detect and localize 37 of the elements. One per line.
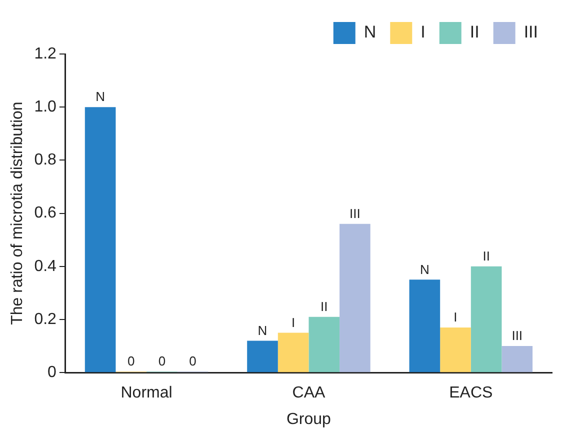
y-tick-label: 0.8 [34, 152, 57, 169]
data-label: N [420, 262, 430, 277]
bar [502, 346, 533, 372]
bar [308, 316, 340, 372]
bar [278, 332, 309, 372]
data-label: I [454, 310, 458, 325]
x-tick-label: CAA [292, 384, 326, 402]
y-tick-label: 0.6 [34, 204, 57, 222]
bar [247, 340, 278, 372]
legend-label: III [524, 22, 538, 42]
y-axis-title: The ratio of microtia distribution [9, 102, 26, 325]
bar [409, 280, 440, 372]
legend-label: I [420, 22, 426, 42]
legend-label: II [470, 22, 480, 42]
y-tick-label: 1.2 [34, 45, 57, 62]
data-label: III [512, 328, 523, 344]
legend-label: N [364, 22, 376, 42]
data-label: 0 [128, 354, 135, 369]
data-label: II [482, 248, 490, 264]
data-label: II [320, 298, 328, 314]
y-tick-label: 1.0 [34, 98, 57, 116]
data-label: I [292, 314, 296, 330]
bar [440, 327, 471, 372]
y-tick-label: 0.2 [34, 310, 57, 328]
y-tick-label: 0.4 [34, 258, 57, 275]
bar [470, 266, 502, 372]
data-label: 0 [158, 354, 166, 369]
data-label: III [350, 206, 360, 221]
y-tick-label: 0 [48, 364, 57, 382]
data-label: N [96, 89, 106, 104]
x-axis-title: Group [286, 410, 332, 428]
data-label: N [258, 322, 268, 338]
data-label: 0 [189, 354, 196, 369]
x-tick-label: EACS [449, 384, 493, 402]
x-tick-label: Normal [120, 384, 172, 402]
bar [340, 224, 370, 372]
bar [84, 107, 116, 372]
